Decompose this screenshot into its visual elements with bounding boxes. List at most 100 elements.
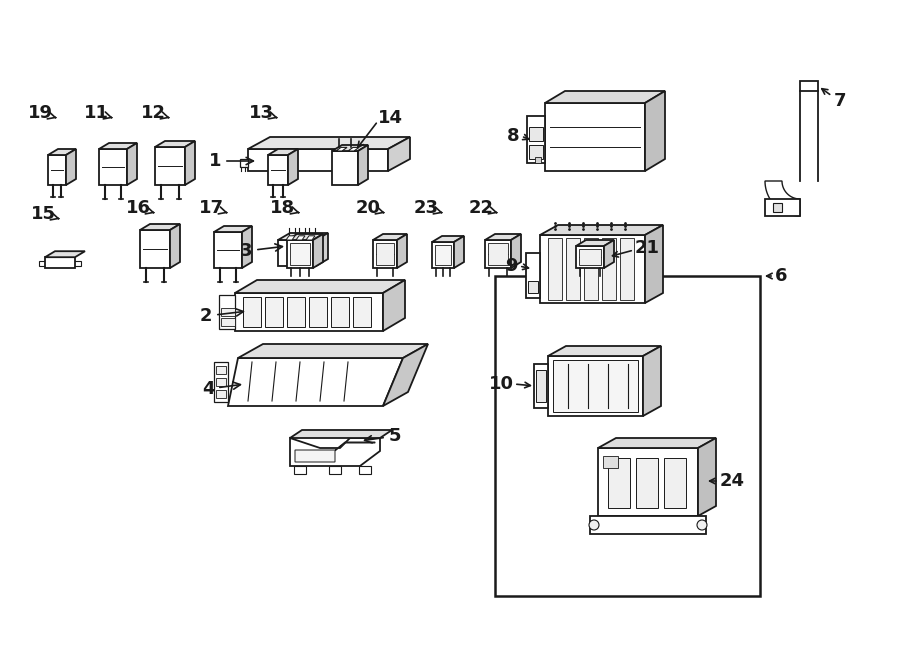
Polygon shape [287,234,323,240]
Polygon shape [435,245,451,265]
Polygon shape [373,234,407,240]
Polygon shape [290,438,380,466]
Polygon shape [238,344,428,358]
Polygon shape [432,236,464,242]
Polygon shape [66,149,76,185]
Text: 3: 3 [239,242,283,260]
Polygon shape [485,234,521,240]
Polygon shape [39,261,81,266]
Polygon shape [99,143,137,149]
Polygon shape [331,297,349,327]
Polygon shape [528,281,538,293]
Polygon shape [242,226,252,268]
Polygon shape [290,243,310,265]
Polygon shape [373,240,397,268]
Text: 2: 2 [200,307,243,325]
Bar [495,276,760,596]
Polygon shape [526,253,540,298]
Polygon shape [773,203,782,212]
Polygon shape [228,358,403,406]
Polygon shape [332,151,358,185]
Text: 11: 11 [84,104,112,122]
Polygon shape [45,257,75,268]
Polygon shape [221,308,235,316]
Polygon shape [383,344,428,406]
Polygon shape [488,243,508,265]
Polygon shape [313,234,323,268]
Polygon shape [548,356,643,416]
Polygon shape [485,240,511,268]
Polygon shape [603,456,618,468]
Polygon shape [170,224,180,268]
Text: 17: 17 [199,199,227,217]
Polygon shape [235,280,405,293]
Polygon shape [221,318,235,326]
Polygon shape [590,516,706,534]
Polygon shape [598,438,716,448]
Polygon shape [548,238,562,300]
Polygon shape [602,238,616,300]
Polygon shape [584,238,598,300]
Text: 5: 5 [364,427,401,445]
Polygon shape [306,236,315,240]
Polygon shape [294,466,306,474]
Polygon shape [376,243,394,265]
Text: 18: 18 [270,199,299,217]
Text: 24: 24 [720,472,745,490]
Polygon shape [99,149,127,185]
Text: 12: 12 [140,104,168,122]
Polygon shape [553,360,638,412]
Polygon shape [288,149,298,185]
Polygon shape [579,249,601,265]
Polygon shape [643,346,661,416]
Polygon shape [358,145,368,185]
Polygon shape [511,234,521,268]
Polygon shape [296,236,305,240]
Polygon shape [268,149,298,155]
Polygon shape [214,226,252,232]
Polygon shape [604,240,614,268]
Polygon shape [235,293,383,331]
Polygon shape [608,458,630,508]
Polygon shape [598,448,698,516]
Polygon shape [268,155,288,185]
Polygon shape [216,378,226,386]
Text: 23: 23 [413,199,442,217]
Polygon shape [214,362,228,402]
Polygon shape [454,236,464,268]
Polygon shape [348,147,359,151]
Polygon shape [240,159,248,167]
Polygon shape [576,240,614,246]
Polygon shape [636,458,658,508]
Polygon shape [309,297,327,327]
Polygon shape [140,224,180,230]
Polygon shape [698,438,716,516]
Text: 4: 4 [202,380,240,398]
Polygon shape [765,181,800,216]
Polygon shape [48,149,76,155]
Polygon shape [48,155,66,185]
Polygon shape [336,147,347,151]
Polygon shape [155,141,195,147]
Polygon shape [765,199,800,216]
Polygon shape [45,251,85,257]
Polygon shape [155,147,185,185]
Polygon shape [216,390,226,398]
Text: 21: 21 [635,239,660,257]
Polygon shape [243,297,261,327]
Polygon shape [576,246,604,268]
Polygon shape [286,236,295,240]
Polygon shape [329,466,341,474]
Circle shape [589,520,599,530]
Text: 16: 16 [125,199,154,217]
Polygon shape [265,297,283,327]
Polygon shape [140,230,170,268]
Text: 6: 6 [775,267,788,285]
Polygon shape [216,366,226,374]
Polygon shape [248,149,388,171]
Polygon shape [529,127,543,141]
Polygon shape [527,116,545,163]
Polygon shape [645,225,663,303]
Polygon shape [287,297,305,327]
Polygon shape [278,240,316,266]
